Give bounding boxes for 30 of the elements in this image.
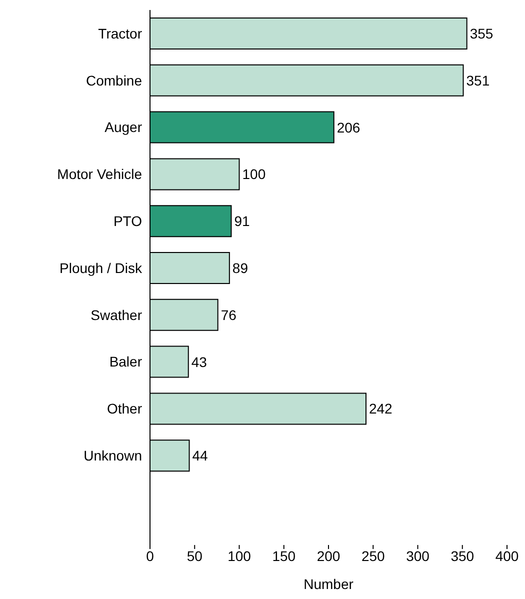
data-label: 44 xyxy=(192,448,208,464)
data-label: 100 xyxy=(242,166,266,182)
data-label: 206 xyxy=(336,119,360,136)
y-tick-label: Combine xyxy=(86,72,142,88)
x-tick-label: 150 xyxy=(272,548,296,564)
data-label: 355 xyxy=(470,25,494,42)
x-tick-label: 250 xyxy=(361,548,386,564)
data-label: 351 xyxy=(466,72,490,88)
y-tick-label: Plough / Disk xyxy=(60,260,143,276)
x-tick-label: 350 xyxy=(450,548,474,564)
y-tick-label: Baler xyxy=(109,354,142,370)
x-tick-label: 300 xyxy=(406,548,430,564)
data-label: 242 xyxy=(368,400,393,417)
x-tick-label: 0 xyxy=(146,548,154,564)
y-tick-label: Other xyxy=(106,400,142,417)
data-label: 91 xyxy=(234,213,250,230)
x-tick-label: 50 xyxy=(186,548,203,564)
x-tick-label: 100 xyxy=(228,548,252,564)
y-tick-label: Tractor xyxy=(98,25,142,42)
y-tick-label: Unknown xyxy=(84,448,142,464)
x-tick-label: 400 xyxy=(495,548,519,564)
x-tick-label: 200 xyxy=(316,548,340,564)
x-axis-title: Number xyxy=(304,576,354,592)
y-tick-label: Swather xyxy=(90,306,142,323)
data-label: 89 xyxy=(232,260,248,276)
data-label: 43 xyxy=(191,354,208,370)
data-label: 76 xyxy=(220,306,237,323)
y-tick-label: Auger xyxy=(104,119,142,136)
y-tick-label: PTO xyxy=(113,213,142,230)
y-tick-label: Motor Vehicle xyxy=(57,166,142,182)
